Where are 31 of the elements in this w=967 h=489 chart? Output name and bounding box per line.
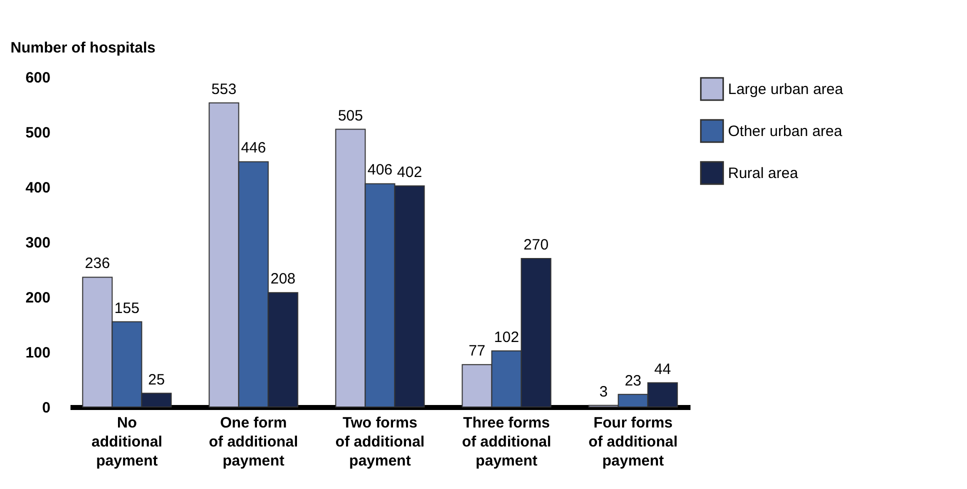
x-tick-label: No additional payment: [92, 414, 162, 470]
y-tick-label: 100: [25, 344, 50, 362]
y-tick-label: 500: [25, 124, 50, 142]
data-label: 270: [524, 236, 549, 254]
y-axis-title: Number of hospitals: [10, 40, 156, 56]
data-label: 155: [114, 300, 140, 317]
data-label: 505: [338, 107, 363, 124]
x-tick-label: Three forms of additional payment: [462, 414, 552, 470]
x-tick-label: Four forms of additional payment: [588, 414, 678, 470]
data-label: 77: [468, 342, 486, 360]
y-tick-label: 200: [25, 290, 50, 306]
data-label: 236: [84, 255, 110, 272]
legend-label: Large urban area: [728, 81, 844, 98]
data-label: 3: [599, 383, 608, 400]
data-label: 553: [211, 80, 236, 98]
data-label: 446: [240, 140, 266, 157]
data-label: 44: [654, 360, 671, 378]
data-label: 23: [624, 372, 642, 390]
data-label: 25: [148, 371, 165, 388]
data-label: 406: [367, 162, 393, 179]
y-tick-label: 300: [25, 234, 50, 252]
y-tick-label: 600: [25, 70, 50, 86]
y-tick-label: 400: [25, 180, 50, 196]
x-tick-label: Two forms of additional payment: [335, 414, 425, 470]
data-label: 102: [494, 328, 520, 346]
data-label: 208: [270, 270, 296, 288]
y-tick-label: 0: [42, 400, 50, 416]
legend-label: Other urban area: [728, 123, 843, 140]
legend-label: Rural area: [728, 165, 799, 182]
data-label: 402: [397, 164, 422, 181]
x-tick-label: One form of additional payment: [208, 414, 298, 470]
